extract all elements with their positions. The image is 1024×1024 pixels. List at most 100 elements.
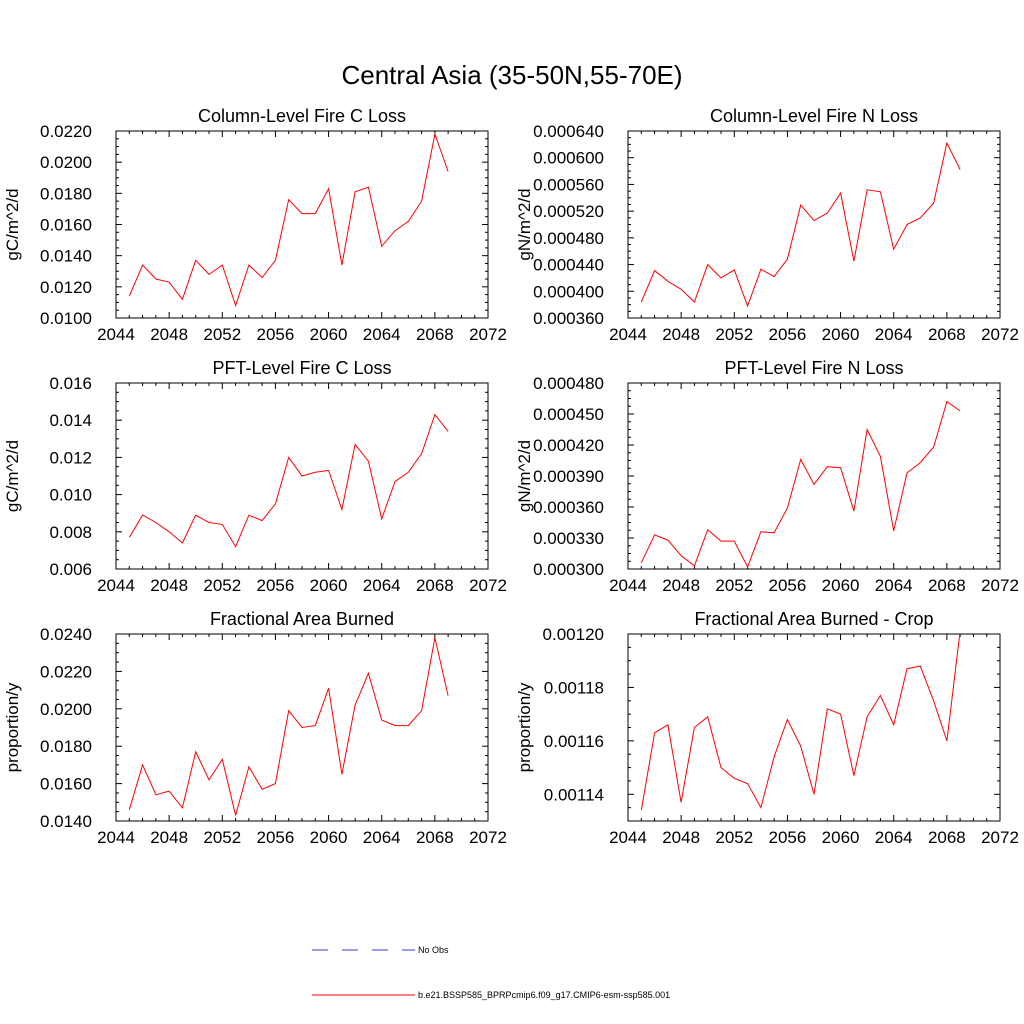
y-tick-label: 0.000400 <box>533 282 604 301</box>
y-tick-label: 0.012 <box>49 448 92 467</box>
y-tick-label: 0.0140 <box>40 812 92 831</box>
series-line <box>128 637 449 816</box>
panel-title: Fractional Area Burned - Crop <box>694 609 933 629</box>
y-tick-label: 0.000330 <box>533 529 604 548</box>
y-tick-label: 0.0160 <box>40 775 92 794</box>
x-tick-label: 2044 <box>609 325 647 344</box>
y-tick-label: 0.000640 <box>533 122 604 141</box>
x-tick-label: 2064 <box>875 828 913 847</box>
x-tick-label: 2064 <box>363 576 401 595</box>
y-tick-label: 0.000440 <box>533 256 604 275</box>
plot-frame <box>627 130 1001 319</box>
legend-item-no-obs: No Obs <box>312 945 449 955</box>
y-axis-label: proportion/y <box>3 682 22 772</box>
x-tick-label: 2052 <box>715 828 753 847</box>
x-tick-label: 2056 <box>769 828 807 847</box>
x-tick-label: 2052 <box>203 828 241 847</box>
y-tick-label: 0.0140 <box>40 247 92 266</box>
x-tick-label: 2068 <box>928 325 966 344</box>
chart-panel-6: Fractional Area Burned - Crop 2044 2048 205… <box>515 609 1019 847</box>
y-tick-label: 0.016 <box>49 374 92 393</box>
y-tick-label: 0.0160 <box>40 216 92 235</box>
legend-label-no-obs: No Obs <box>418 945 449 955</box>
chart-panel-3: PFT-Level Fire C Loss 2044 2048 2052 2056 206… <box>3 358 507 595</box>
y-tick-label: 0.008 <box>49 523 92 542</box>
panel-title: Column-Level Fire N Loss <box>710 106 918 126</box>
x-tick-label: 2048 <box>150 828 188 847</box>
x-tick-label: 2072 <box>469 828 507 847</box>
x-tick-label: 2044 <box>97 828 135 847</box>
series-line <box>128 413 449 548</box>
y-axis-label: gN/m^2/d <box>515 440 534 512</box>
y-tick-label: 0.00116 <box>544 732 604 751</box>
y-tick-label: 0.000360 <box>533 309 604 328</box>
x-tick-label: 2044 <box>97 576 135 595</box>
x-tick-label: 2048 <box>662 325 700 344</box>
legend-label-model-run: b.e21.BSSP585_BPRPcmip6.f09_g17.CMIP6-es… <box>418 990 670 1000</box>
y-tick-label: 0.000600 <box>533 149 604 168</box>
legend-item-model-run: b.e21.BSSP585_BPRPcmip6.f09_g17.CMIP6-es… <box>312 990 670 1000</box>
x-tick-label: 2064 <box>363 828 401 847</box>
series-line <box>640 400 961 569</box>
y-tick-label: 0.000360 <box>533 498 604 517</box>
x-tick-label: 2052 <box>203 325 241 344</box>
x-tick-label: 2056 <box>769 325 807 344</box>
x-tick-label: 2052 <box>715 325 753 344</box>
x-tick-label: 2052 <box>203 576 241 595</box>
x-tick-label: 2044 <box>609 576 647 595</box>
y-tick-label: 0.006 <box>49 560 92 579</box>
y-tick-label: 0.0220 <box>40 662 92 681</box>
x-tick-label: 2060 <box>822 576 860 595</box>
x-tick-label: 2060 <box>822 828 860 847</box>
x-tick-label: 2048 <box>662 576 700 595</box>
y-tick-label: 0.00114 <box>544 785 604 804</box>
y-tick-label: 0.000520 <box>533 202 604 221</box>
series-line <box>640 141 961 308</box>
y-axis-label: gC/m^2/d <box>3 440 22 512</box>
x-tick-label: 2068 <box>928 576 966 595</box>
y-tick-label: 0.000300 <box>533 560 604 579</box>
y-tick-label: 0.010 <box>49 486 92 505</box>
x-tick-label: 2072 <box>469 325 507 344</box>
legend: No Obs b.e21.BSSP585_BPRPcmip6.f09_g17.C… <box>312 945 670 1000</box>
x-tick-label: 2048 <box>150 325 188 344</box>
x-tick-label: 2072 <box>981 325 1019 344</box>
x-tick-label: 2064 <box>875 576 913 595</box>
x-tick-label: 2068 <box>416 325 454 344</box>
x-tick-label: 2060 <box>822 325 860 344</box>
series-line <box>128 132 449 308</box>
y-tick-label: 0.000390 <box>533 467 604 486</box>
x-tick-label: 2052 <box>715 576 753 595</box>
chart-panel-2: Column-Level Fire N Loss 2044 2048 2052 2056… <box>515 106 1019 344</box>
x-tick-label: 2048 <box>150 576 188 595</box>
series-line <box>640 634 961 811</box>
y-tick-label: 0.0200 <box>40 153 92 172</box>
y-tick-label: 0.014 <box>49 411 92 430</box>
y-tick-label: 0.0220 <box>40 122 92 141</box>
y-tick-label: 0.00120 <box>543 625 604 644</box>
panel-title: Fractional Area Burned <box>210 609 394 629</box>
x-tick-label: 2068 <box>416 828 454 847</box>
x-tick-label: 2044 <box>97 325 135 344</box>
y-tick-label: 0.0120 <box>40 278 92 297</box>
y-tick-label: 0.0180 <box>40 184 92 203</box>
x-tick-label: 2072 <box>981 576 1019 595</box>
panel-grid: Column-Level Fire C Loss 2044 2048 2052 2056… <box>3 106 1019 847</box>
x-tick-label: 2064 <box>363 325 401 344</box>
x-tick-label: 2044 <box>609 828 647 847</box>
y-tick-label: 0.0180 <box>40 737 92 756</box>
x-tick-label: 2064 <box>875 325 913 344</box>
y-tick-label: 0.00118 <box>544 678 604 697</box>
y-tick-label: 0.000420 <box>533 436 604 455</box>
x-tick-label: 2072 <box>469 576 507 595</box>
figure-title: Central Asia (35-50N,55-70E) <box>341 60 682 90</box>
chart-panel-1: Column-Level Fire C Loss 2044 2048 2052 2056… <box>3 106 507 344</box>
y-tick-label: 0.000480 <box>533 229 604 248</box>
y-axis-label: proportion/y <box>515 682 534 772</box>
x-tick-label: 2056 <box>769 576 807 595</box>
x-tick-label: 2072 <box>981 828 1019 847</box>
y-tick-label: 0.000480 <box>533 374 604 393</box>
x-tick-label: 2060 <box>310 576 348 595</box>
x-tick-label: 2068 <box>416 576 454 595</box>
